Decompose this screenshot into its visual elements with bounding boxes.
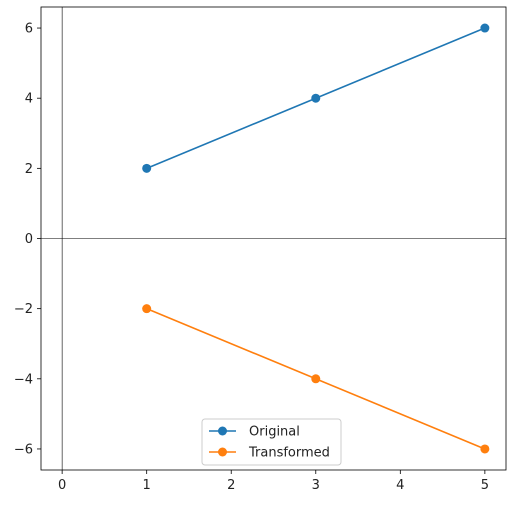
legend: Original Transformed — [201, 418, 342, 466]
x-tick-label: 4 — [396, 478, 404, 493]
data-point-transformed — [480, 444, 490, 454]
legend-box — [201, 418, 342, 466]
x-tick-label: 0 — [58, 478, 66, 493]
x-tick-label: 1 — [143, 478, 151, 493]
y-tick-label: 2 — [25, 162, 33, 177]
y-tick-label: −6 — [14, 442, 33, 457]
reference-lines — [41, 7, 506, 470]
y-tick-label: −2 — [14, 302, 33, 317]
legend-entries: Original Transformed — [209, 425, 330, 461]
y-axis-ticks: −6 −4 −2 0 2 4 6 — [14, 22, 41, 457]
legend-marker-original — [218, 426, 227, 436]
data-point-original — [311, 93, 321, 103]
data-point-original — [142, 163, 152, 173]
y-tick-label: 6 — [25, 22, 33, 37]
legend-label-transformed: Transformed — [248, 446, 330, 461]
data-point-transformed — [142, 304, 152, 314]
legend-marker-transformed — [218, 447, 227, 457]
legend-label-original: Original — [249, 425, 300, 440]
series-layer — [142, 23, 490, 454]
x-tick-label: 2 — [227, 478, 235, 493]
y-tick-label: 0 — [25, 232, 33, 247]
data-point-original — [480, 23, 490, 33]
y-tick-label: −4 — [14, 372, 33, 387]
x-axis-ticks: 0 1 2 3 4 5 — [58, 470, 489, 493]
data-point-transformed — [311, 374, 321, 384]
x-tick-label: 3 — [312, 478, 320, 493]
y-tick-label: 4 — [25, 92, 33, 107]
x-tick-label: 5 — [481, 478, 489, 493]
